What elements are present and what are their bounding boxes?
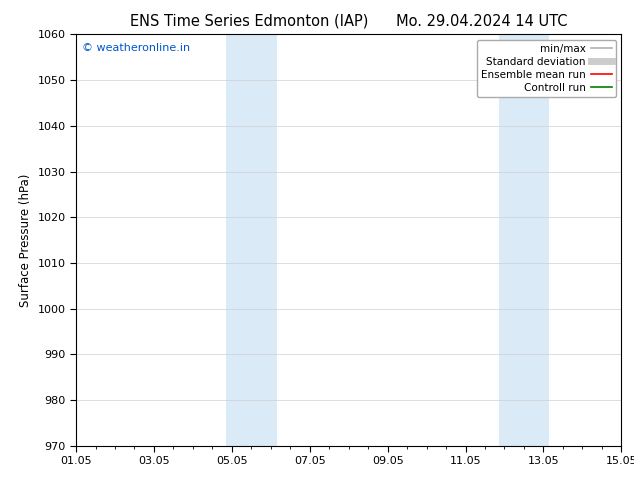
Title: ENS Time Series Edmonton (IAP)      Mo. 29.04.2024 14 UTC: ENS Time Series Edmonton (IAP) Mo. 29.04… — [130, 14, 567, 29]
Text: © weatheronline.in: © weatheronline.in — [82, 43, 190, 52]
Y-axis label: Surface Pressure (hPa): Surface Pressure (hPa) — [19, 173, 32, 307]
Legend: min/max, Standard deviation, Ensemble mean run, Controll run: min/max, Standard deviation, Ensemble me… — [477, 40, 616, 97]
Bar — [498, 34, 549, 446]
Bar — [226, 34, 276, 446]
